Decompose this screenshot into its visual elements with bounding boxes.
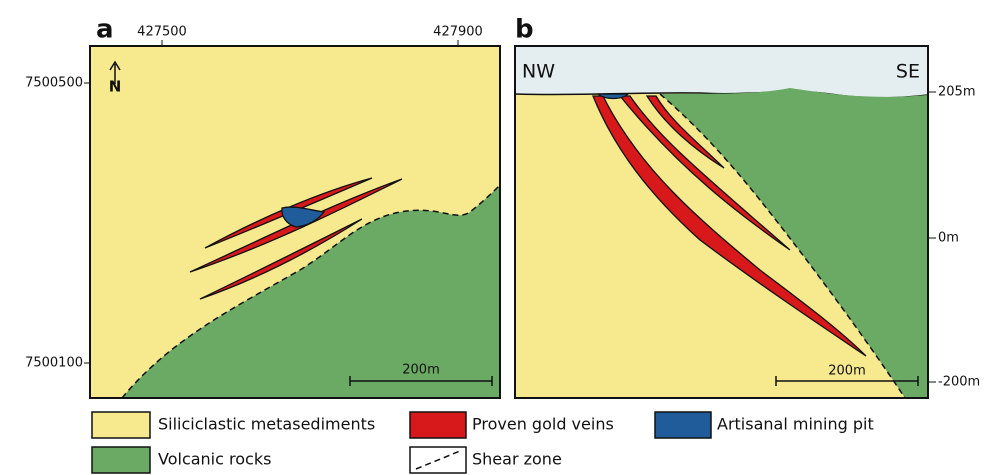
x-coordinate: 427500 (137, 25, 187, 40)
legend-swatch (410, 412, 466, 438)
direction-label: SE (896, 61, 920, 83)
scale-label: 200m (828, 364, 865, 379)
x-coordinate: 427900 (433, 25, 483, 40)
scale-label: 200m (402, 363, 439, 378)
depth-label: -200m (938, 375, 980, 390)
legend-label: Volcanic rocks (158, 450, 271, 469)
legend-label: Shear zone (472, 450, 562, 469)
panel-label: b (515, 15, 534, 45)
legend-swatch (655, 412, 711, 438)
legend-swatch (92, 412, 150, 438)
panel-label: a (96, 15, 114, 45)
direction-label: NW (522, 61, 555, 83)
depth-label: 205m (938, 85, 975, 100)
figure: a 427500 427900 7500500 7500100 N 200m b… (0, 0, 996, 475)
legend-label: Proven gold veins (472, 415, 614, 434)
y-coordinate: 7500100 (25, 356, 83, 371)
sky (515, 46, 928, 98)
legend-label: Siliciclastic metasediments (158, 415, 375, 434)
legend-swatch (92, 447, 150, 473)
legend-label: Artisanal mining pit (717, 415, 874, 434)
y-coordinate: 7500500 (25, 76, 83, 91)
depth-label: 0m (938, 231, 959, 246)
north-label: N (109, 78, 122, 96)
